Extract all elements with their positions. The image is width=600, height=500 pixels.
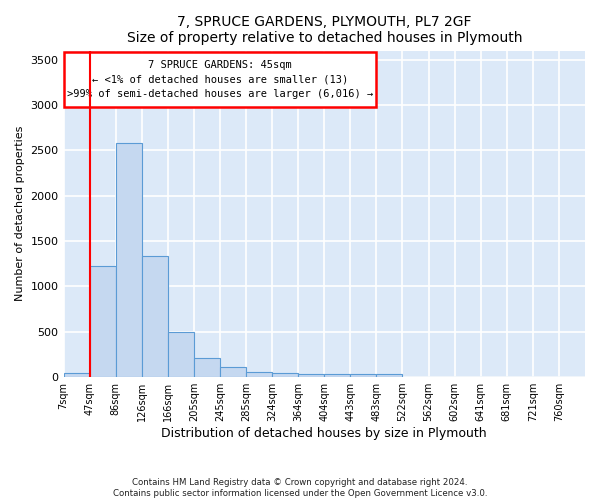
Bar xyxy=(89,266,116,377)
Bar xyxy=(376,374,403,377)
Bar xyxy=(298,374,324,377)
Bar xyxy=(350,374,376,377)
Title: 7, SPRUCE GARDENS, PLYMOUTH, PL7 2GF
Size of property relative to detached house: 7, SPRUCE GARDENS, PLYMOUTH, PL7 2GF Siz… xyxy=(127,15,522,45)
Bar xyxy=(324,374,350,377)
Text: Contains HM Land Registry data © Crown copyright and database right 2024.
Contai: Contains HM Land Registry data © Crown c… xyxy=(113,478,487,498)
Bar xyxy=(64,372,89,377)
Bar xyxy=(142,256,168,377)
Bar xyxy=(272,372,298,377)
Bar xyxy=(220,367,246,377)
Y-axis label: Number of detached properties: Number of detached properties xyxy=(15,126,25,302)
Bar xyxy=(194,358,220,377)
X-axis label: Distribution of detached houses by size in Plymouth: Distribution of detached houses by size … xyxy=(161,427,487,440)
Bar xyxy=(116,143,142,377)
Bar xyxy=(168,332,194,377)
Bar xyxy=(64,52,376,107)
Bar xyxy=(246,372,272,377)
Text: 7 SPRUCE GARDENS: 45sqm
← <1% of detached houses are smaller (13)
>99% of semi-d: 7 SPRUCE GARDENS: 45sqm ← <1% of detache… xyxy=(67,60,373,100)
